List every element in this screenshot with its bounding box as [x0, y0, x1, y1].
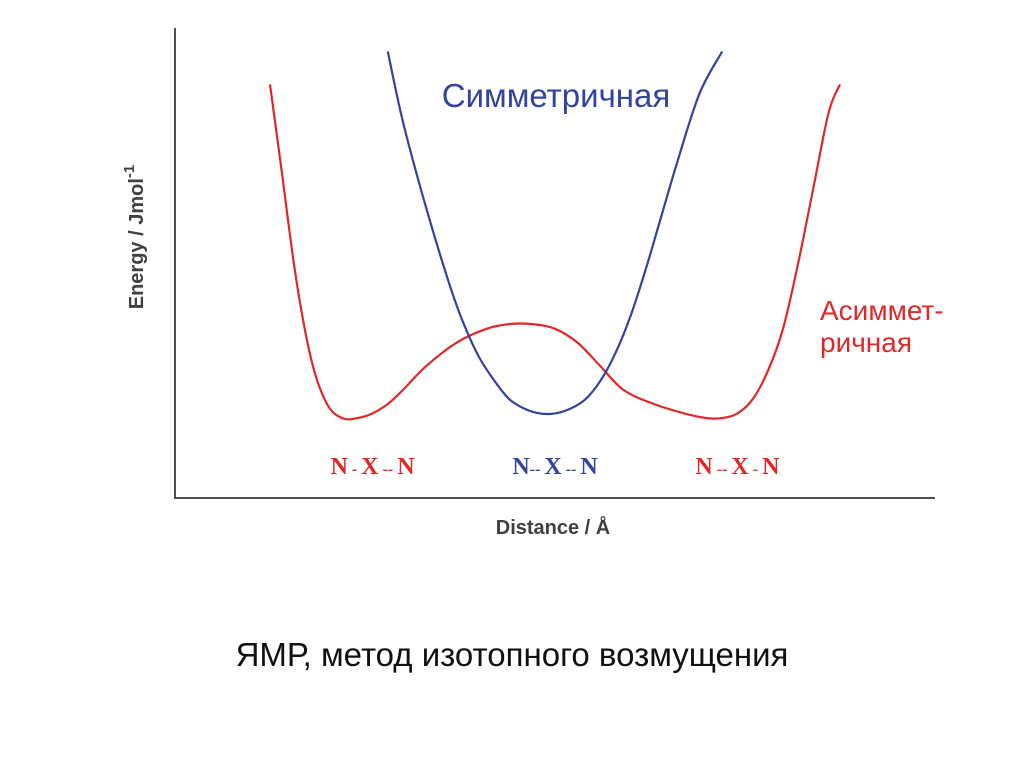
asymmetric-curve-label: Асиммет-ричная: [820, 295, 944, 358]
y-axis-title-superscript: -1: [121, 165, 138, 178]
symmetric-curve-label: Симметричная: [442, 77, 670, 114]
config-part: N: [762, 454, 780, 480]
config-part: N: [695, 454, 713, 480]
energy-distance-chart: Distance / Å Energy / Jmol-1 Симметрична…: [121, 28, 944, 539]
config-part: X: [544, 454, 562, 480]
config-part: X: [361, 454, 379, 480]
series-layer: [268, 50, 842, 421]
slide-caption: ЯМР, метод изотопного возмущения: [235, 636, 789, 673]
asymmetric-curve-line: [268, 83, 842, 421]
config-right-label: N -- X - N: [695, 454, 780, 480]
config-part: N: [397, 454, 415, 480]
config-part: --: [713, 461, 732, 478]
config-part: -: [749, 461, 762, 478]
asymmetric-curve-label-line-1: Асиммет-: [820, 295, 944, 326]
y-axis-title-main: Energy / Jmol: [126, 178, 148, 309]
symmetric-curve-line: [386, 50, 724, 416]
y-axis-title: Energy / Jmol-1: [121, 165, 148, 310]
config-part: N: [512, 454, 530, 480]
config-left-label: N - X -- N: [331, 454, 416, 480]
config-part: --: [562, 461, 581, 478]
config-center-label: N-- X -- N: [512, 454, 598, 480]
asymmetric-curve-label-line-2: ричная: [820, 327, 912, 358]
config-part: --: [379, 461, 398, 478]
x-axis-title: Distance / Å: [496, 515, 610, 539]
config-part: N: [331, 454, 349, 480]
labels-layer: Distance / Å Energy / Jmol-1 Симметрична…: [121, 77, 944, 539]
config-part: X: [731, 454, 749, 480]
config-part: N: [580, 454, 598, 480]
axes: [174, 28, 935, 499]
config-part: --: [530, 461, 545, 478]
config-part: -: [348, 461, 361, 478]
